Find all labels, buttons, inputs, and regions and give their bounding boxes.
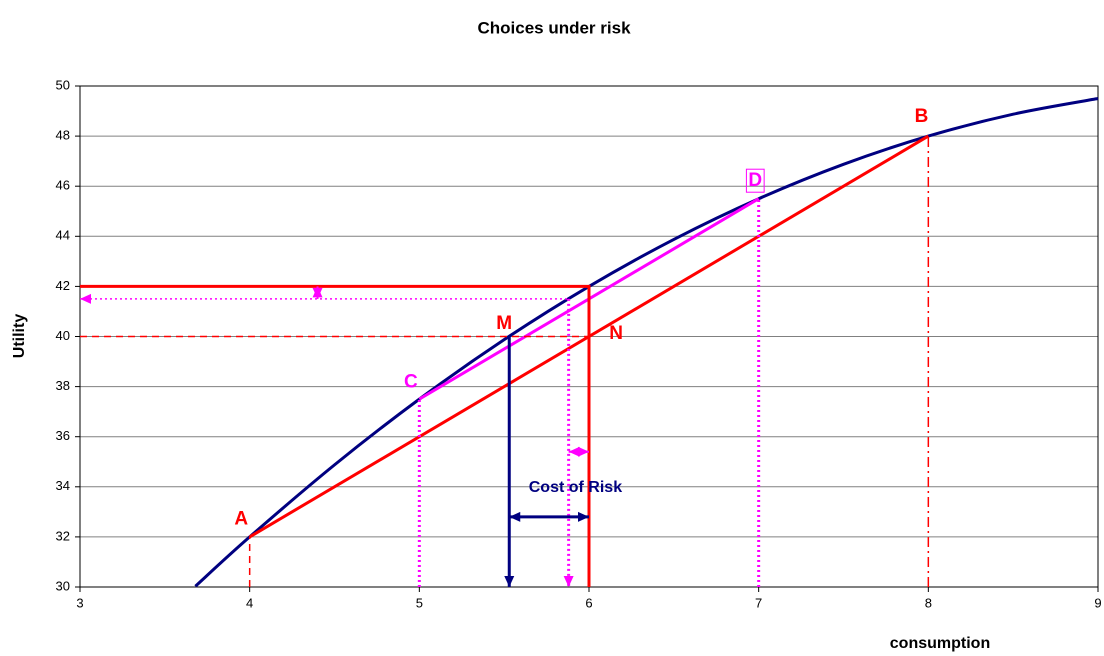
marks	[80, 97, 1099, 588]
annotation: N	[609, 323, 623, 344]
x-tick-label: 7	[755, 595, 762, 610]
y-tick-label: 46	[56, 178, 70, 193]
y-tick-label: 34	[56, 478, 70, 493]
y-tick-label: 50	[56, 77, 70, 92]
chart-title: Choices under risk	[477, 18, 631, 37]
y-tick-label: 38	[56, 378, 70, 393]
x-tick-label: 8	[925, 595, 932, 610]
arrowhead	[578, 446, 589, 457]
annotation: D	[748, 170, 762, 191]
arrowhead	[80, 293, 91, 304]
annotation: M	[496, 313, 512, 334]
y-tick-label: 40	[56, 328, 70, 343]
x-tick-label: 9	[1094, 595, 1101, 610]
y-tick-label: 42	[56, 278, 70, 293]
annotation: Cost of Risk	[529, 479, 622, 496]
annotation: B	[915, 106, 929, 127]
arrowhead	[312, 287, 323, 299]
line	[194, 97, 1099, 588]
x-tick-label: 5	[416, 595, 423, 610]
line	[80, 284, 591, 587]
arrowhead	[509, 511, 521, 522]
x-axis-label: consumption	[890, 635, 990, 652]
x-tick-label: 3	[76, 595, 83, 610]
y-tick-label: 48	[56, 128, 70, 143]
x-tick-label: 6	[585, 595, 592, 610]
y-axis-label: Utility	[11, 314, 28, 359]
annotation: A	[234, 508, 248, 529]
y-tick-label: 44	[56, 228, 70, 243]
y-tick-label: 36	[56, 428, 70, 443]
annotation: C	[404, 372, 418, 393]
annotation-box	[745, 168, 765, 193]
x-tick-label: 4	[246, 595, 253, 610]
arrowhead	[563, 576, 574, 587]
arrowhead	[568, 446, 580, 457]
arrowhead	[504, 576, 515, 587]
y-tick-label: 30	[56, 578, 70, 593]
arrowhead	[578, 511, 589, 522]
y-tick-label: 32	[56, 528, 70, 543]
